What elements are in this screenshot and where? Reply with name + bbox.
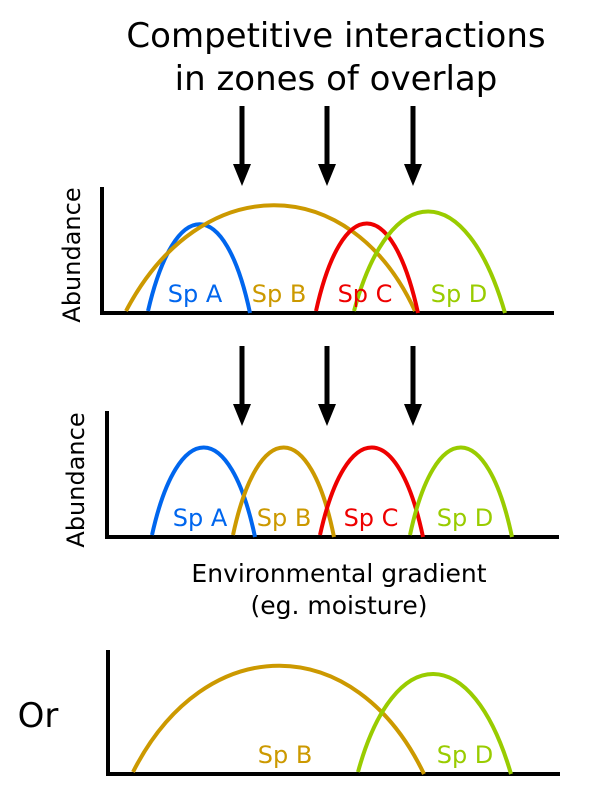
label-sp-d: Sp D — [431, 280, 488, 308]
label-sp-b: Sp B — [257, 504, 312, 532]
curve-sp-c — [318, 445, 425, 538]
label-sp-c: Sp C — [344, 504, 399, 532]
y-axis-label: Abundance — [62, 412, 90, 547]
or-label: Or — [18, 696, 59, 736]
label-sp-d: Sp D — [437, 504, 494, 532]
label-sp-b: Sp B — [258, 741, 313, 769]
axes — [106, 650, 560, 776]
panel-exclusion: Sp B Sp D — [106, 650, 560, 776]
curve-sp-a — [146, 222, 252, 314]
label-sp-a: Sp A — [173, 504, 228, 532]
axes — [100, 187, 554, 315]
label-sp-d: Sp D — [437, 741, 494, 769]
x-axis-label-line-1: Environmental gradient — [191, 559, 486, 588]
label-sp-b: Sp B — [252, 280, 307, 308]
top-arrows — [233, 106, 422, 186]
y-axis-label: Abundance — [58, 187, 86, 322]
panel-partitioned: Abundance Sp A Sp B Sp C Sp D — [62, 411, 559, 548]
middle-arrows — [233, 346, 422, 426]
curve-sp-b — [124, 203, 417, 312]
curve-sp-d — [408, 445, 514, 538]
curve-sp-b — [231, 445, 336, 538]
arrow-down-icon — [404, 106, 422, 186]
title-line-1: Competitive interactions — [126, 16, 545, 56]
curve-sp-d — [356, 672, 513, 775]
curve-sp-c — [314, 221, 420, 314]
label-sp-a: Sp A — [168, 280, 223, 308]
arrow-down-icon — [318, 346, 336, 426]
arrow-down-icon — [233, 346, 251, 426]
label-sp-c: Sp C — [338, 280, 393, 308]
curve-sp-b — [131, 663, 426, 775]
panel-overlap: Abundance Sp A Sp B Sp C Sp D — [58, 187, 554, 323]
title-line-2: in zones of overlap — [175, 59, 498, 99]
arrow-down-icon — [233, 106, 251, 186]
arrow-down-icon — [318, 106, 336, 186]
curve-sp-d — [352, 209, 507, 314]
axes — [105, 411, 559, 539]
x-axis-label-line-2: (eg. moisture) — [250, 591, 427, 620]
arrow-down-icon — [404, 346, 422, 426]
